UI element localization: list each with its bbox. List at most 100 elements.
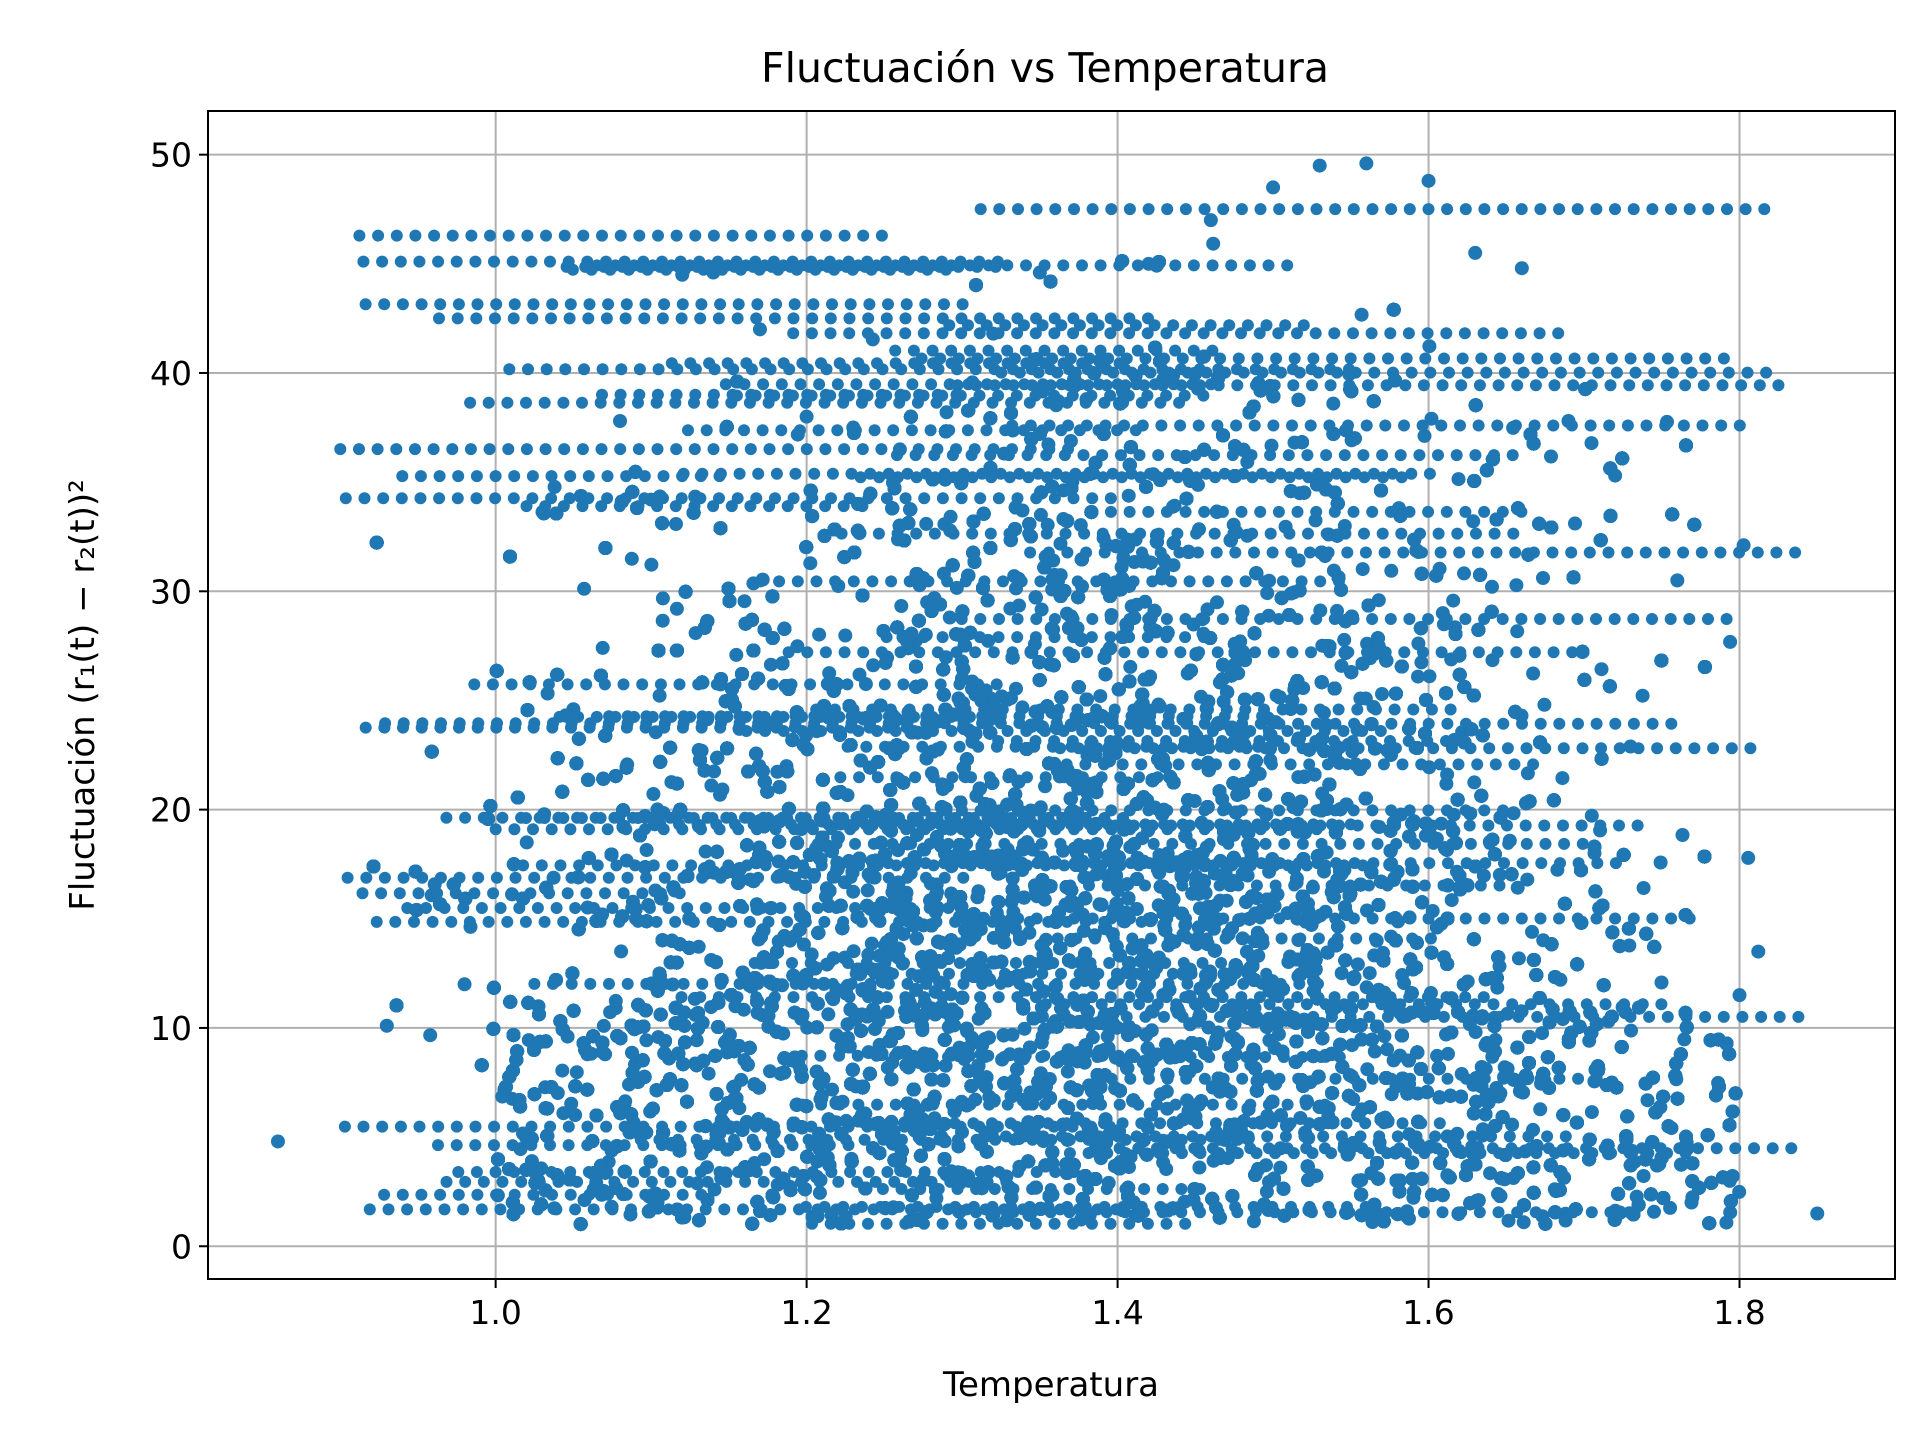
data-point bbox=[939, 405, 954, 420]
data-point bbox=[1478, 1061, 1493, 1076]
data-point bbox=[1384, 563, 1399, 578]
data-point bbox=[1526, 666, 1541, 681]
data-point bbox=[639, 843, 654, 857]
data-point bbox=[919, 516, 934, 531]
data-point bbox=[880, 1004, 895, 1019]
data-point bbox=[1732, 988, 1747, 1003]
data-point bbox=[1129, 597, 1144, 612]
data-point bbox=[1377, 1029, 1392, 1044]
data-point bbox=[1312, 158, 1327, 173]
data-point bbox=[1670, 573, 1685, 588]
data-point bbox=[644, 557, 659, 572]
data-point bbox=[1123, 659, 1138, 674]
data-point bbox=[1441, 1046, 1455, 1061]
data-point bbox=[1544, 449, 1558, 464]
data-point bbox=[729, 647, 744, 662]
data-point bbox=[457, 977, 472, 992]
data-point bbox=[1060, 1064, 1075, 1079]
data-point bbox=[1584, 808, 1599, 823]
data-point bbox=[942, 610, 957, 625]
data-point bbox=[1012, 598, 1026, 613]
data-point bbox=[1684, 1195, 1699, 1210]
data-point bbox=[971, 884, 986, 899]
data-point bbox=[1444, 893, 1459, 908]
data-point bbox=[1501, 1213, 1516, 1228]
data-point bbox=[423, 1028, 438, 1043]
data-point bbox=[1675, 828, 1690, 842]
data-point bbox=[379, 1018, 394, 1033]
data-point bbox=[646, 787, 661, 801]
data-point bbox=[1525, 924, 1539, 939]
data-point bbox=[1350, 957, 1365, 972]
data-point bbox=[1505, 1117, 1520, 1132]
data-point bbox=[1654, 975, 1669, 990]
data-point bbox=[860, 883, 875, 898]
data-point bbox=[568, 1108, 583, 1122]
data-point bbox=[1509, 578, 1524, 593]
data-point bbox=[569, 1065, 584, 1080]
data-point bbox=[613, 414, 628, 429]
data-point bbox=[669, 601, 684, 616]
data-point bbox=[556, 1106, 571, 1121]
data-point bbox=[1266, 180, 1281, 195]
chart-title: Fluctuación vs Temperatura bbox=[761, 44, 1329, 92]
data-point bbox=[799, 409, 814, 424]
data-point bbox=[812, 1185, 827, 1200]
data-point bbox=[596, 1018, 611, 1033]
data-point bbox=[825, 1082, 840, 1097]
data-point bbox=[1360, 636, 1375, 651]
data-point bbox=[867, 1022, 882, 1037]
data-point bbox=[1411, 669, 1425, 684]
data-point bbox=[1510, 880, 1525, 895]
data-point bbox=[1594, 662, 1609, 677]
data-point bbox=[1355, 562, 1370, 577]
data-point bbox=[838, 628, 853, 643]
data-point bbox=[1663, 1200, 1678, 1215]
data-point bbox=[752, 322, 767, 337]
data-point bbox=[1751, 944, 1766, 959]
data-point bbox=[1359, 156, 1374, 171]
data-point bbox=[614, 944, 629, 959]
data-point bbox=[1129, 902, 1144, 916]
data-point bbox=[698, 844, 713, 859]
data-point bbox=[1476, 868, 1491, 883]
data-point bbox=[1533, 1102, 1548, 1117]
data-point bbox=[540, 686, 555, 701]
data-point bbox=[1301, 903, 1316, 918]
data-point bbox=[639, 1033, 654, 1048]
data-point bbox=[1741, 850, 1756, 865]
data-point bbox=[1653, 855, 1668, 870]
data-point bbox=[704, 778, 719, 793]
data-point bbox=[812, 627, 827, 642]
data-point bbox=[1430, 1048, 1445, 1063]
data-point bbox=[1536, 571, 1550, 585]
data-point bbox=[803, 556, 818, 571]
data-point bbox=[1362, 966, 1377, 981]
data-point bbox=[1017, 1021, 1032, 1036]
data-point bbox=[652, 688, 667, 703]
data-point bbox=[1647, 1204, 1661, 1219]
data-point bbox=[1360, 1062, 1375, 1077]
data-point bbox=[1446, 593, 1461, 608]
data-point bbox=[1375, 687, 1389, 701]
data-point bbox=[1555, 771, 1570, 786]
data-point bbox=[1451, 472, 1466, 487]
data-point bbox=[1260, 586, 1275, 601]
data-point bbox=[1053, 536, 1068, 551]
data-point bbox=[1422, 669, 1437, 684]
data-point bbox=[1354, 307, 1369, 322]
data-point bbox=[1033, 507, 1048, 522]
data-point bbox=[1424, 411, 1439, 426]
data-point bbox=[894, 599, 909, 613]
data-point bbox=[1326, 396, 1341, 411]
data-point bbox=[1337, 632, 1352, 647]
data-point bbox=[701, 1066, 716, 1081]
data-point bbox=[1467, 775, 1482, 790]
data-point bbox=[1810, 1206, 1825, 1221]
data-point bbox=[1624, 1023, 1638, 1038]
data-point bbox=[689, 1033, 704, 1048]
data-point bbox=[1535, 1026, 1550, 1041]
data-points bbox=[270, 156, 1825, 1232]
data-point bbox=[943, 509, 958, 524]
